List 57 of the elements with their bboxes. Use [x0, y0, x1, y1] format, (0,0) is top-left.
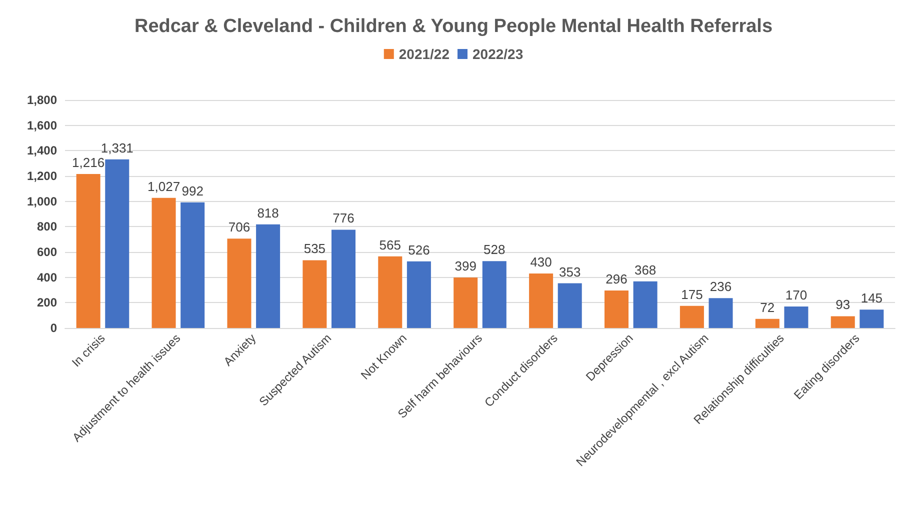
bar	[256, 224, 280, 328]
bar	[830, 316, 855, 328]
y-tick-label: 1,400	[26, 144, 58, 158]
y-tick-label: 1,600	[26, 118, 58, 132]
bar	[529, 274, 554, 328]
y-tick-label: 600	[36, 245, 58, 259]
bar	[680, 306, 704, 328]
data-label: 296	[606, 272, 628, 287]
data-label: 535	[304, 241, 326, 256]
bar	[604, 290, 629, 328]
data-label: 399	[454, 258, 476, 274]
data-label: 706	[228, 220, 250, 235]
bar	[378, 256, 402, 328]
bar	[482, 261, 506, 328]
bar	[302, 260, 327, 328]
y-tick-label: 400	[36, 270, 58, 284]
data-label: 526	[408, 242, 430, 258]
data-label: 1,331	[100, 140, 134, 156]
data-label: 236	[710, 279, 732, 294]
bar	[227, 238, 252, 328]
data-label: 992	[182, 183, 204, 198]
data-label: 93	[836, 297, 850, 312]
data-label: 72	[760, 300, 775, 315]
y-tick-label: 800	[36, 220, 58, 234]
bar	[708, 298, 733, 328]
data-label: 1,027	[148, 178, 180, 194]
data-label: 528	[484, 242, 506, 258]
y-tick-label: 0	[50, 321, 58, 335]
y-tick-label: 200	[36, 296, 58, 310]
bar	[406, 261, 431, 328]
data-label: 565	[379, 237, 401, 252]
bar	[105, 159, 130, 328]
bar	[152, 198, 176, 328]
bar	[755, 318, 780, 328]
chart-title: Redcar & Cleveland - Children & Young People Mental Health Referrals	[134, 16, 773, 37]
data-label: 368	[634, 262, 656, 278]
bar	[860, 310, 884, 328]
legend-label: 2021/22	[398, 46, 450, 62]
data-label: 145	[860, 290, 883, 306]
bar	[76, 174, 100, 328]
data-label: 430	[530, 254, 552, 270]
data-label: 170	[785, 287, 808, 302]
data-label: 1,216	[72, 154, 105, 170]
y-tick-label: 1,000	[26, 194, 58, 208]
bar	[454, 277, 478, 328]
y-tick-label: 1,200	[26, 169, 58, 183]
bar	[331, 230, 356, 328]
legend-label: 2022/23	[472, 46, 524, 62]
y-tick-label: 1,800	[26, 93, 58, 107]
data-label: 175	[681, 286, 703, 302]
bar	[180, 202, 205, 328]
bar	[784, 306, 808, 328]
data-label: 818	[257, 205, 279, 220]
bar	[633, 281, 658, 328]
data-label: 353	[559, 264, 581, 280]
bar	[558, 283, 582, 328]
data-label: 776	[332, 210, 354, 226]
